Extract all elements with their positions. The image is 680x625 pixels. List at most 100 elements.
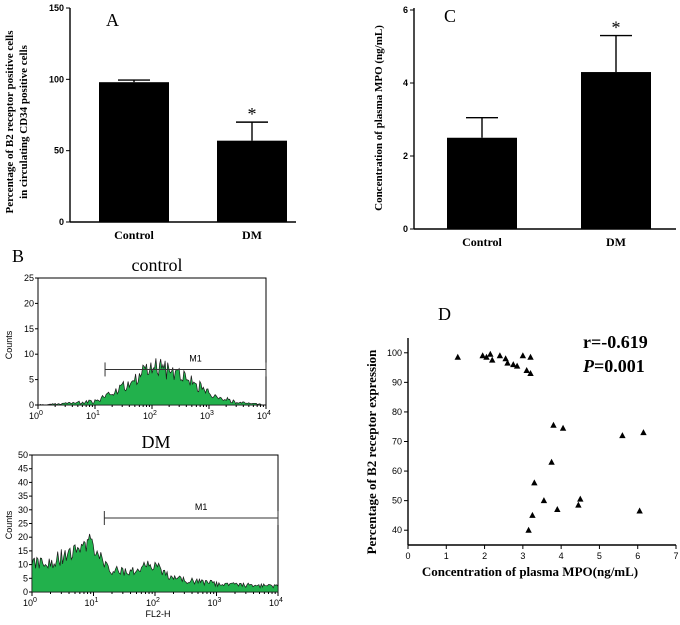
xtick-label: 100 (23, 597, 37, 608)
xtick-label: 101 (86, 410, 100, 421)
ytick-label: 25 (24, 273, 34, 283)
xtick-base: 10 (85, 598, 95, 608)
significance-marker: * (248, 104, 257, 124)
xtick-base: 10 (146, 598, 156, 608)
scatter-point (559, 424, 567, 431)
xtick-base: 10 (200, 411, 210, 421)
scatter-point (575, 501, 582, 508)
stat-p-value: =0.001 (594, 356, 645, 376)
xtick-label: 1 (444, 551, 449, 561)
panel-b-label: B (12, 246, 24, 266)
xtick-label: 4 (559, 551, 564, 561)
ytick-label: 150 (49, 3, 64, 13)
xtick-exponent: 2 (153, 410, 157, 417)
xtick-base: 10 (143, 411, 153, 421)
ytick-label: 20 (18, 532, 28, 542)
histogram-title-dm: DM (141, 432, 170, 452)
xtick-exponent: 3 (218, 597, 222, 604)
ytick-label: 4 (403, 78, 408, 88)
histogram-title-control: control (132, 255, 183, 275)
ytick-label: 50 (54, 146, 64, 156)
ytick-label: 0 (403, 224, 408, 234)
xtick-label: 100 (29, 410, 43, 421)
category-label: Control (114, 228, 154, 242)
histogram-top-ylabel: Counts (4, 330, 14, 359)
histogram-area (31, 533, 279, 593)
xtick-label: 102 (143, 410, 157, 421)
xtick-label: 7 (673, 551, 678, 561)
scatter-point (487, 350, 494, 357)
panel-d-points (454, 350, 647, 533)
panel-c-bars: Control * DM (447, 18, 651, 249)
scatter-point (483, 353, 490, 360)
scatter-point (619, 432, 626, 439)
ytick-label: 35 (18, 491, 28, 501)
bar-dm (581, 72, 651, 229)
panel-a-label: A (106, 10, 119, 30)
scatter-point (525, 526, 532, 533)
panel-d-ylabel: Percentage of B2 receptor expression (364, 349, 379, 555)
panel-c-label: C (444, 6, 456, 26)
scatter-point (502, 355, 509, 362)
xtick-label: 102 (146, 597, 160, 608)
ytick-label: 5 (29, 375, 34, 385)
xtick-base: 10 (86, 411, 96, 421)
scatter-point (489, 356, 496, 363)
xtick-label: 101 (85, 597, 99, 608)
scatter-point (504, 359, 511, 366)
ytick-label: 70 (392, 437, 402, 447)
xtick-label: 6 (635, 551, 640, 561)
gate-label: M1 (189, 353, 202, 363)
scatter-point (640, 429, 647, 436)
bar-dm (217, 140, 287, 222)
panel-a: A 0 50 100 150 Control * DM Percentage of B2 … (4, 3, 296, 242)
xtick-exponent: 1 (95, 597, 99, 604)
xtick-exponent: 2 (156, 597, 160, 604)
xtick-exponent: 1 (96, 410, 100, 417)
panel-c: C 0 2 4 6 Control * DM Concentration of plasm… (373, 5, 676, 249)
scatter-point (523, 367, 530, 374)
panel-a-ylabel-line2: in circulating CD34 positive cells (18, 44, 30, 199)
xtick-exponent: 0 (39, 410, 43, 417)
bar-control (447, 137, 517, 229)
ytick-label: 15 (18, 546, 28, 556)
xtick-base: 10 (23, 598, 33, 608)
scatter-point (531, 479, 538, 486)
xtick-label: 3 (520, 551, 525, 561)
scatter-point (548, 458, 555, 465)
xtick-label: 104 (269, 597, 283, 608)
scatter-point (479, 352, 486, 359)
ytick-label: 80 (392, 407, 402, 417)
ytick-label: 10 (24, 349, 34, 359)
xtick-label: 103 (200, 410, 214, 421)
significance-marker: * (612, 18, 621, 38)
scatter-point (636, 507, 643, 514)
ytick-label: 20 (24, 298, 34, 308)
category-label: DM (242, 228, 262, 242)
ytick-label: 2 (403, 151, 408, 161)
xtick-exponent: 0 (33, 597, 37, 604)
panel-d-ticks: 0 1 2 3 4 5 6 7 40 50 60 70 80 90 100 (387, 348, 679, 561)
scatter-point (510, 361, 517, 368)
panel-a-bars: Control * DM (99, 79, 287, 242)
scatter-point (496, 352, 504, 359)
xtick-label: 5 (597, 551, 602, 561)
scatter-point (513, 362, 521, 369)
ytick-label: 0 (59, 217, 64, 227)
ytick-label: 50 (392, 496, 402, 506)
stat-p: P=0.001 (582, 356, 645, 376)
scatter-point (519, 352, 527, 359)
histogram-area (38, 358, 266, 406)
scatter-point (577, 495, 584, 502)
histogram-xlabel: FL2-H (145, 609, 170, 619)
ytick-label: 6 (403, 5, 408, 15)
xtick-label: 0 (405, 551, 410, 561)
category-label: DM (606, 235, 626, 249)
panel-d: D 0 1 2 3 4 5 6 7 40 50 60 70 80 90 100 r=-0.619 P=0.0… (364, 304, 679, 579)
ytick-label: 10 (18, 560, 28, 570)
xtick-base: 10 (269, 598, 279, 608)
ytick-label: 0 (29, 400, 34, 410)
panel-c-ylabel: Concentration of plasma MPO (ng/mL) (373, 25, 385, 211)
